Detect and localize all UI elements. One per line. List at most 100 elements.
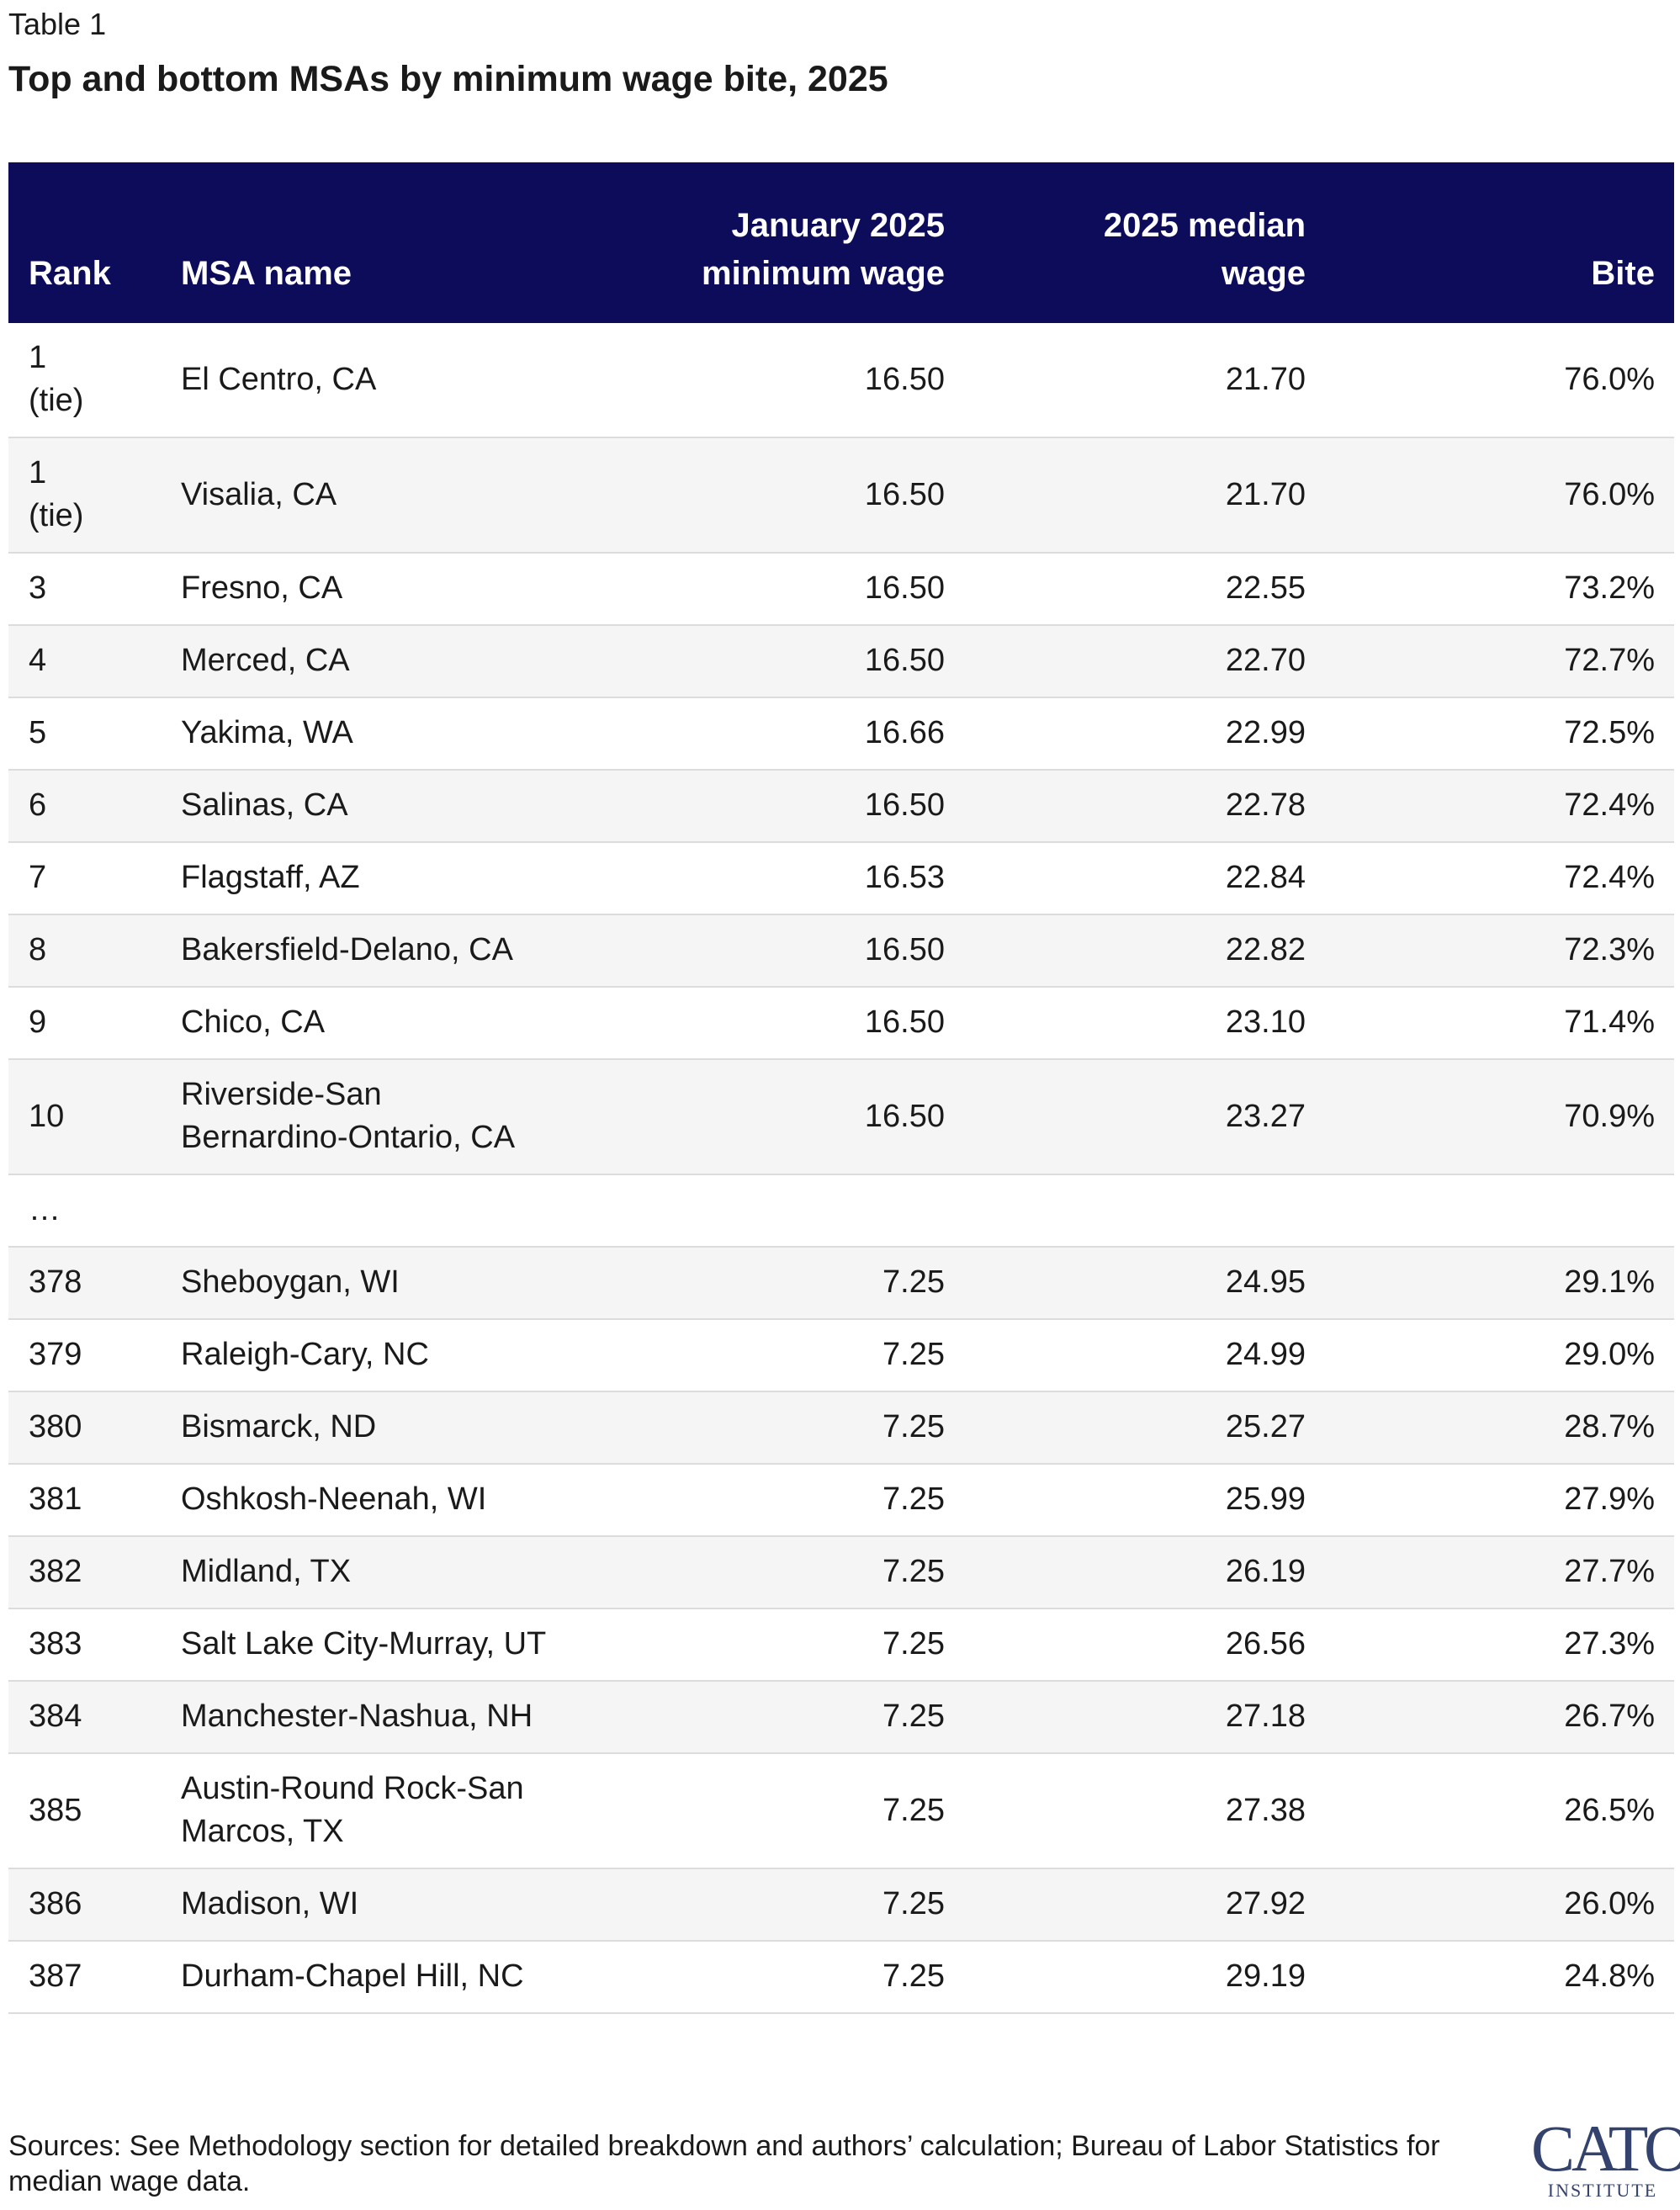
cell-text: 378 xyxy=(29,1264,82,1300)
cell-text: Sheboygan, WI xyxy=(181,1264,400,1300)
cell-text: Manchester-Nashua, NH xyxy=(181,1699,533,1734)
cell-text: Madison, WI xyxy=(181,1886,359,1921)
cell-text: Oshkosh-Neenah, WI xyxy=(181,1481,487,1517)
cell-text: El Centro, CA xyxy=(181,361,377,397)
cell-text: 22.78 xyxy=(1225,787,1306,823)
cell-text: 7.25 xyxy=(882,1886,945,1921)
cell-text: 28.7% xyxy=(1564,1409,1655,1444)
table-row: 1 (tie) Visalia, CA 16.50 21.70 76.0% xyxy=(8,437,1674,554)
cell-text: 8 xyxy=(29,932,47,967)
table-cell: 7.25 xyxy=(618,1608,963,1682)
cell-text: 387 xyxy=(29,1958,82,1994)
cell-text: 16.50 xyxy=(864,643,945,678)
table-cell: 16.50 xyxy=(618,437,963,554)
table-cell: 4 xyxy=(8,625,181,698)
cell-text: 385 xyxy=(29,1792,82,1828)
column-header-text: MSA name xyxy=(181,255,352,292)
table-cell: 22.70 xyxy=(963,625,1325,698)
cell-text: Salinas, CA xyxy=(181,787,348,823)
column-header: Bite xyxy=(1325,162,1674,323)
cell-text: 7.25 xyxy=(882,1699,945,1734)
cell-text: 22.84 xyxy=(1225,860,1306,895)
cell-text: 5 xyxy=(29,715,47,750)
table-cell: 16.50 xyxy=(618,770,963,843)
cell-text: 16.66 xyxy=(864,715,945,750)
table-cell: 26.56 xyxy=(963,1608,1325,1682)
cell-text: 384 xyxy=(29,1699,82,1734)
cell-text: 71.4% xyxy=(1564,1004,1655,1040)
table-row: 380 Bismarck, ND 7.25 25.27 28.7% xyxy=(8,1391,1674,1465)
cell-text: 1 (tie) xyxy=(29,340,84,418)
cell-text: 7.25 xyxy=(882,1958,945,1994)
table-cell: 7.25 xyxy=(618,1319,963,1392)
cell-text: Bismarck, ND xyxy=(181,1409,377,1444)
table-cell: … xyxy=(8,1174,1674,1248)
cell-text: 23.10 xyxy=(1225,1004,1306,1040)
table-row: 379 Raleigh-Cary, NC 7.25 24.99 29.0% xyxy=(8,1319,1674,1392)
cell-text: 72.7% xyxy=(1564,643,1655,678)
cell-text: 70.9% xyxy=(1564,1098,1655,1134)
table-cell: 22.99 xyxy=(963,697,1325,771)
table-cell: 27.18 xyxy=(963,1681,1325,1754)
table-cell: 72.4% xyxy=(1325,770,1674,843)
table-row: 386 Madison, WI 7.25 27.92 26.0% xyxy=(8,1868,1674,1942)
cell-text: 26.5% xyxy=(1564,1792,1655,1828)
cell-text: 16.50 xyxy=(864,570,945,606)
table-cell: 1 (tie) xyxy=(8,323,181,438)
table-row: … xyxy=(8,1174,1674,1248)
cell-text: 72.5% xyxy=(1564,715,1655,750)
cell-text: Merced, CA xyxy=(181,643,350,678)
table-cell: 29.1% xyxy=(1325,1247,1674,1320)
data-table: Rank MSA name January 2025 minimum wage 202… xyxy=(8,162,1674,2014)
table-cell: 76.0% xyxy=(1325,437,1674,554)
table-cell: 22.78 xyxy=(963,770,1325,843)
table-row: 1 (tie) El Centro, CA 16.50 21.70 76.0% xyxy=(8,323,1674,438)
table-cell: 8 xyxy=(8,914,181,988)
cell-text: 7.25 xyxy=(882,1792,945,1828)
cell-text: 21.70 xyxy=(1225,361,1306,397)
cell-text: 380 xyxy=(29,1409,82,1444)
cell-text: Flagstaff, AZ xyxy=(181,860,360,895)
cell-text: 27.18 xyxy=(1225,1699,1306,1734)
cell-text: 381 xyxy=(29,1481,82,1517)
cell-text: 27.92 xyxy=(1225,1886,1306,1921)
cell-text: Durham-Chapel Hill, NC xyxy=(181,1958,524,1994)
table-cell: 21.70 xyxy=(963,323,1325,438)
table-cell: 387 xyxy=(8,1941,181,2014)
cell-text: Salt Lake City-Murray, UT xyxy=(181,1626,547,1661)
cell-text: 29.1% xyxy=(1564,1264,1655,1300)
table-row: 381 Oshkosh-Neenah, WI 7.25 25.99 27.9% xyxy=(8,1464,1674,1537)
column-header: MSA name xyxy=(181,162,618,323)
cell-text: 7.25 xyxy=(882,1626,945,1661)
table-title: Top and bottom MSAs by minimum wage bite… xyxy=(8,59,888,99)
table-cell: Raleigh-Cary, NC xyxy=(181,1319,618,1392)
cell-text: 379 xyxy=(29,1337,82,1372)
table-cell: 3 xyxy=(8,553,181,626)
cell-text: 24.99 xyxy=(1225,1337,1306,1372)
cell-text: 16.53 xyxy=(864,860,945,895)
cell-text: 10 xyxy=(29,1098,65,1134)
sources-note: Sources: See Methodology section for det… xyxy=(8,2130,1440,2197)
table-cell: Midland, TX xyxy=(181,1536,618,1609)
table-cell: Madison, WI xyxy=(181,1868,618,1942)
table-cell: 26.19 xyxy=(963,1536,1325,1609)
cell-text: 24.8% xyxy=(1564,1958,1655,1994)
table-cell: 7.25 xyxy=(618,1681,963,1754)
cell-text: 6 xyxy=(29,787,47,823)
cell-text: 72.4% xyxy=(1564,860,1655,895)
table-cell: 385 xyxy=(8,1753,181,1869)
cell-text: 22.82 xyxy=(1225,932,1306,967)
column-header-text: 2025 median wage xyxy=(1103,207,1306,292)
table-cell: 72.7% xyxy=(1325,625,1674,698)
cell-text: 3 xyxy=(29,570,47,606)
table-cell: 21.70 xyxy=(963,437,1325,554)
table-cell: Fresno, CA xyxy=(181,553,618,626)
cell-text: 7.25 xyxy=(882,1264,945,1300)
column-header-text: January 2025 minimum wage xyxy=(702,207,945,292)
table-cell: 71.4% xyxy=(1325,987,1674,1060)
table-cell: Oshkosh-Neenah, WI xyxy=(181,1464,618,1537)
cell-text: … xyxy=(29,1192,61,1227)
cell-text: 7.25 xyxy=(882,1409,945,1444)
table-cell: 7.25 xyxy=(618,1247,963,1320)
